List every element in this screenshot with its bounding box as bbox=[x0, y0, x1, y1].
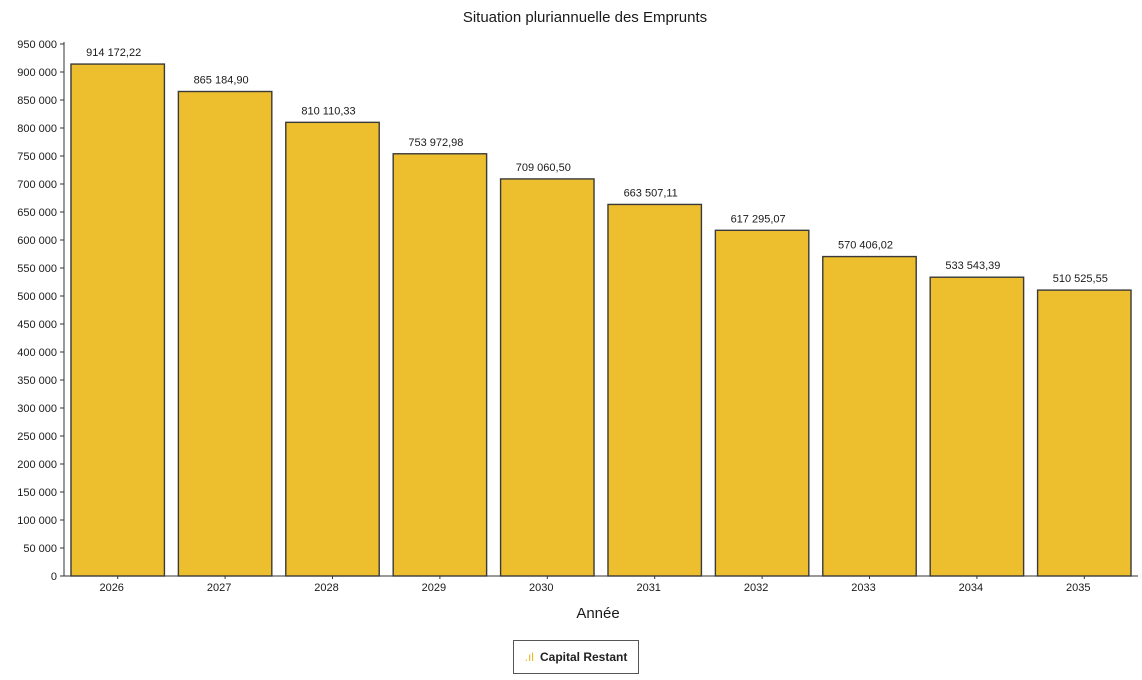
x-axis-label: Année bbox=[576, 605, 619, 622]
bar bbox=[822, 255, 917, 577]
x-tick-label: 2032 bbox=[744, 582, 768, 594]
y-tick-label: 150 000 bbox=[17, 487, 57, 499]
bar bbox=[70, 63, 166, 577]
y-tick-label: 300 000 bbox=[17, 403, 57, 415]
bar-value-label: 865 184,90 bbox=[194, 74, 249, 86]
y-tick-label: 350 000 bbox=[17, 375, 57, 387]
x-tick-label: 2029 bbox=[422, 582, 446, 594]
y-tick-label: 550 000 bbox=[17, 263, 57, 275]
y-tick-label: 500 000 bbox=[17, 291, 57, 303]
y-tick-label: 700 000 bbox=[17, 179, 57, 191]
bar bbox=[1036, 289, 1132, 577]
legend: .ıl Capital Restant bbox=[513, 640, 639, 674]
y-tick-label: 100 000 bbox=[17, 515, 57, 527]
x-tick-label: 2035 bbox=[1066, 582, 1090, 594]
bar-value-label: 663 507,11 bbox=[624, 187, 678, 199]
y-tick-label: 0 bbox=[51, 571, 57, 583]
y-tick-label: 450 000 bbox=[17, 319, 57, 331]
bar bbox=[499, 178, 595, 577]
bar-value-label: 570 406,02 bbox=[838, 240, 893, 252]
y-tick-label: 800 000 bbox=[17, 123, 57, 135]
y-tick-label: 200 000 bbox=[17, 459, 57, 471]
bar-value-label: 709 060,50 bbox=[516, 162, 571, 174]
bars-group bbox=[70, 63, 1132, 577]
bar-value-label: 533 543,39 bbox=[945, 260, 1000, 272]
bar-value-label: 753 972,98 bbox=[408, 137, 463, 149]
legend-label: Capital Restant bbox=[539, 650, 628, 664]
x-tick-label: 2030 bbox=[529, 582, 553, 594]
bar-labels-group: 914 172,22 865 184,90 810 110,33 753 972,98… bbox=[86, 47, 1108, 285]
y-axis: 0 50 000 100 000 150 000 200 000 250 000 300 0… bbox=[17, 39, 65, 583]
y-tick-label: 750 000 bbox=[17, 151, 57, 163]
chart-title: Situation pluriannuelle des Emprunts bbox=[463, 9, 707, 26]
bar bbox=[929, 276, 1025, 577]
y-tick-label: 650 000 bbox=[17, 207, 57, 219]
bar-value-label: 810 110,33 bbox=[301, 105, 355, 117]
y-tick-label: 850 000 bbox=[17, 95, 57, 107]
bar-value-label: 510 525,55 bbox=[1053, 273, 1108, 285]
bar bbox=[607, 203, 703, 577]
y-tick-label: 900 000 bbox=[17, 67, 57, 79]
x-tick-label: 2031 bbox=[636, 582, 660, 594]
bar-value-label: 914 172,22 bbox=[86, 47, 141, 59]
x-tick-label: 2027 bbox=[207, 582, 231, 594]
y-tick-label: 400 000 bbox=[17, 347, 57, 359]
x-tick-label: 2028 bbox=[314, 582, 338, 594]
bar-value-label: 617 295,07 bbox=[731, 213, 786, 225]
bar bbox=[285, 121, 380, 577]
y-tick-label: 600 000 bbox=[17, 235, 57, 247]
y-tick-label: 950 000 bbox=[17, 39, 57, 51]
x-axis: 2026 2027 2028 2029 2030 2031 2032 2033 2034 2035 bbox=[64, 575, 1138, 594]
x-tick-label: 2034 bbox=[959, 582, 983, 594]
y-tick-label: 250 000 bbox=[17, 431, 57, 443]
bar bbox=[177, 90, 273, 577]
x-tick-label: 2026 bbox=[99, 582, 123, 594]
legend-swatch-icon: .ıl bbox=[524, 650, 534, 664]
x-tick-label: 2033 bbox=[851, 582, 875, 594]
y-tick-label: 50 000 bbox=[23, 543, 57, 555]
bar bbox=[392, 153, 488, 577]
bar bbox=[714, 229, 810, 577]
